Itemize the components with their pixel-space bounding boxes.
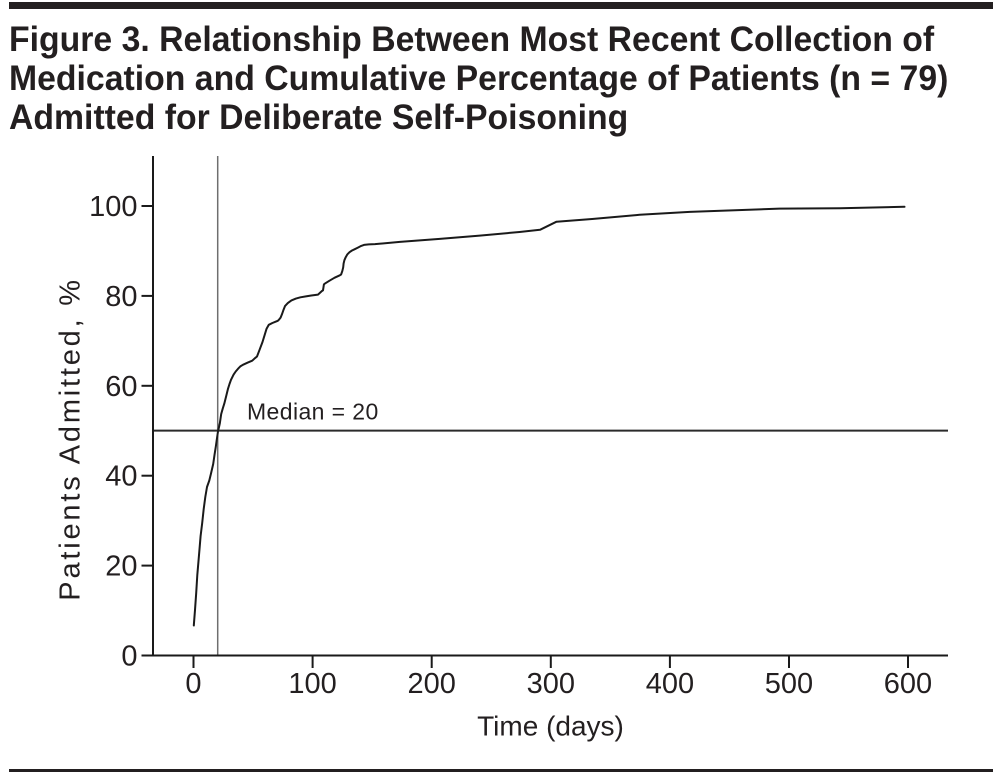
svg-text:100: 100 bbox=[89, 191, 137, 223]
svg-text:0: 0 bbox=[121, 641, 137, 673]
svg-text:20: 20 bbox=[105, 551, 137, 583]
svg-text:60: 60 bbox=[105, 371, 137, 403]
svg-text:40: 40 bbox=[105, 461, 137, 493]
svg-text:600: 600 bbox=[884, 668, 932, 700]
svg-text:0: 0 bbox=[185, 668, 201, 700]
svg-text:Time (days): Time (days) bbox=[477, 711, 624, 742]
svg-text:500: 500 bbox=[765, 668, 813, 700]
svg-text:200: 200 bbox=[408, 668, 456, 700]
svg-text:Patients Admitted, %: Patients Admitted, % bbox=[55, 277, 87, 601]
svg-text:100: 100 bbox=[288, 668, 336, 700]
svg-text:80: 80 bbox=[105, 281, 137, 313]
svg-text:400: 400 bbox=[646, 668, 694, 700]
svg-text:300: 300 bbox=[527, 668, 575, 700]
svg-text:Median = 20: Median = 20 bbox=[247, 399, 379, 425]
